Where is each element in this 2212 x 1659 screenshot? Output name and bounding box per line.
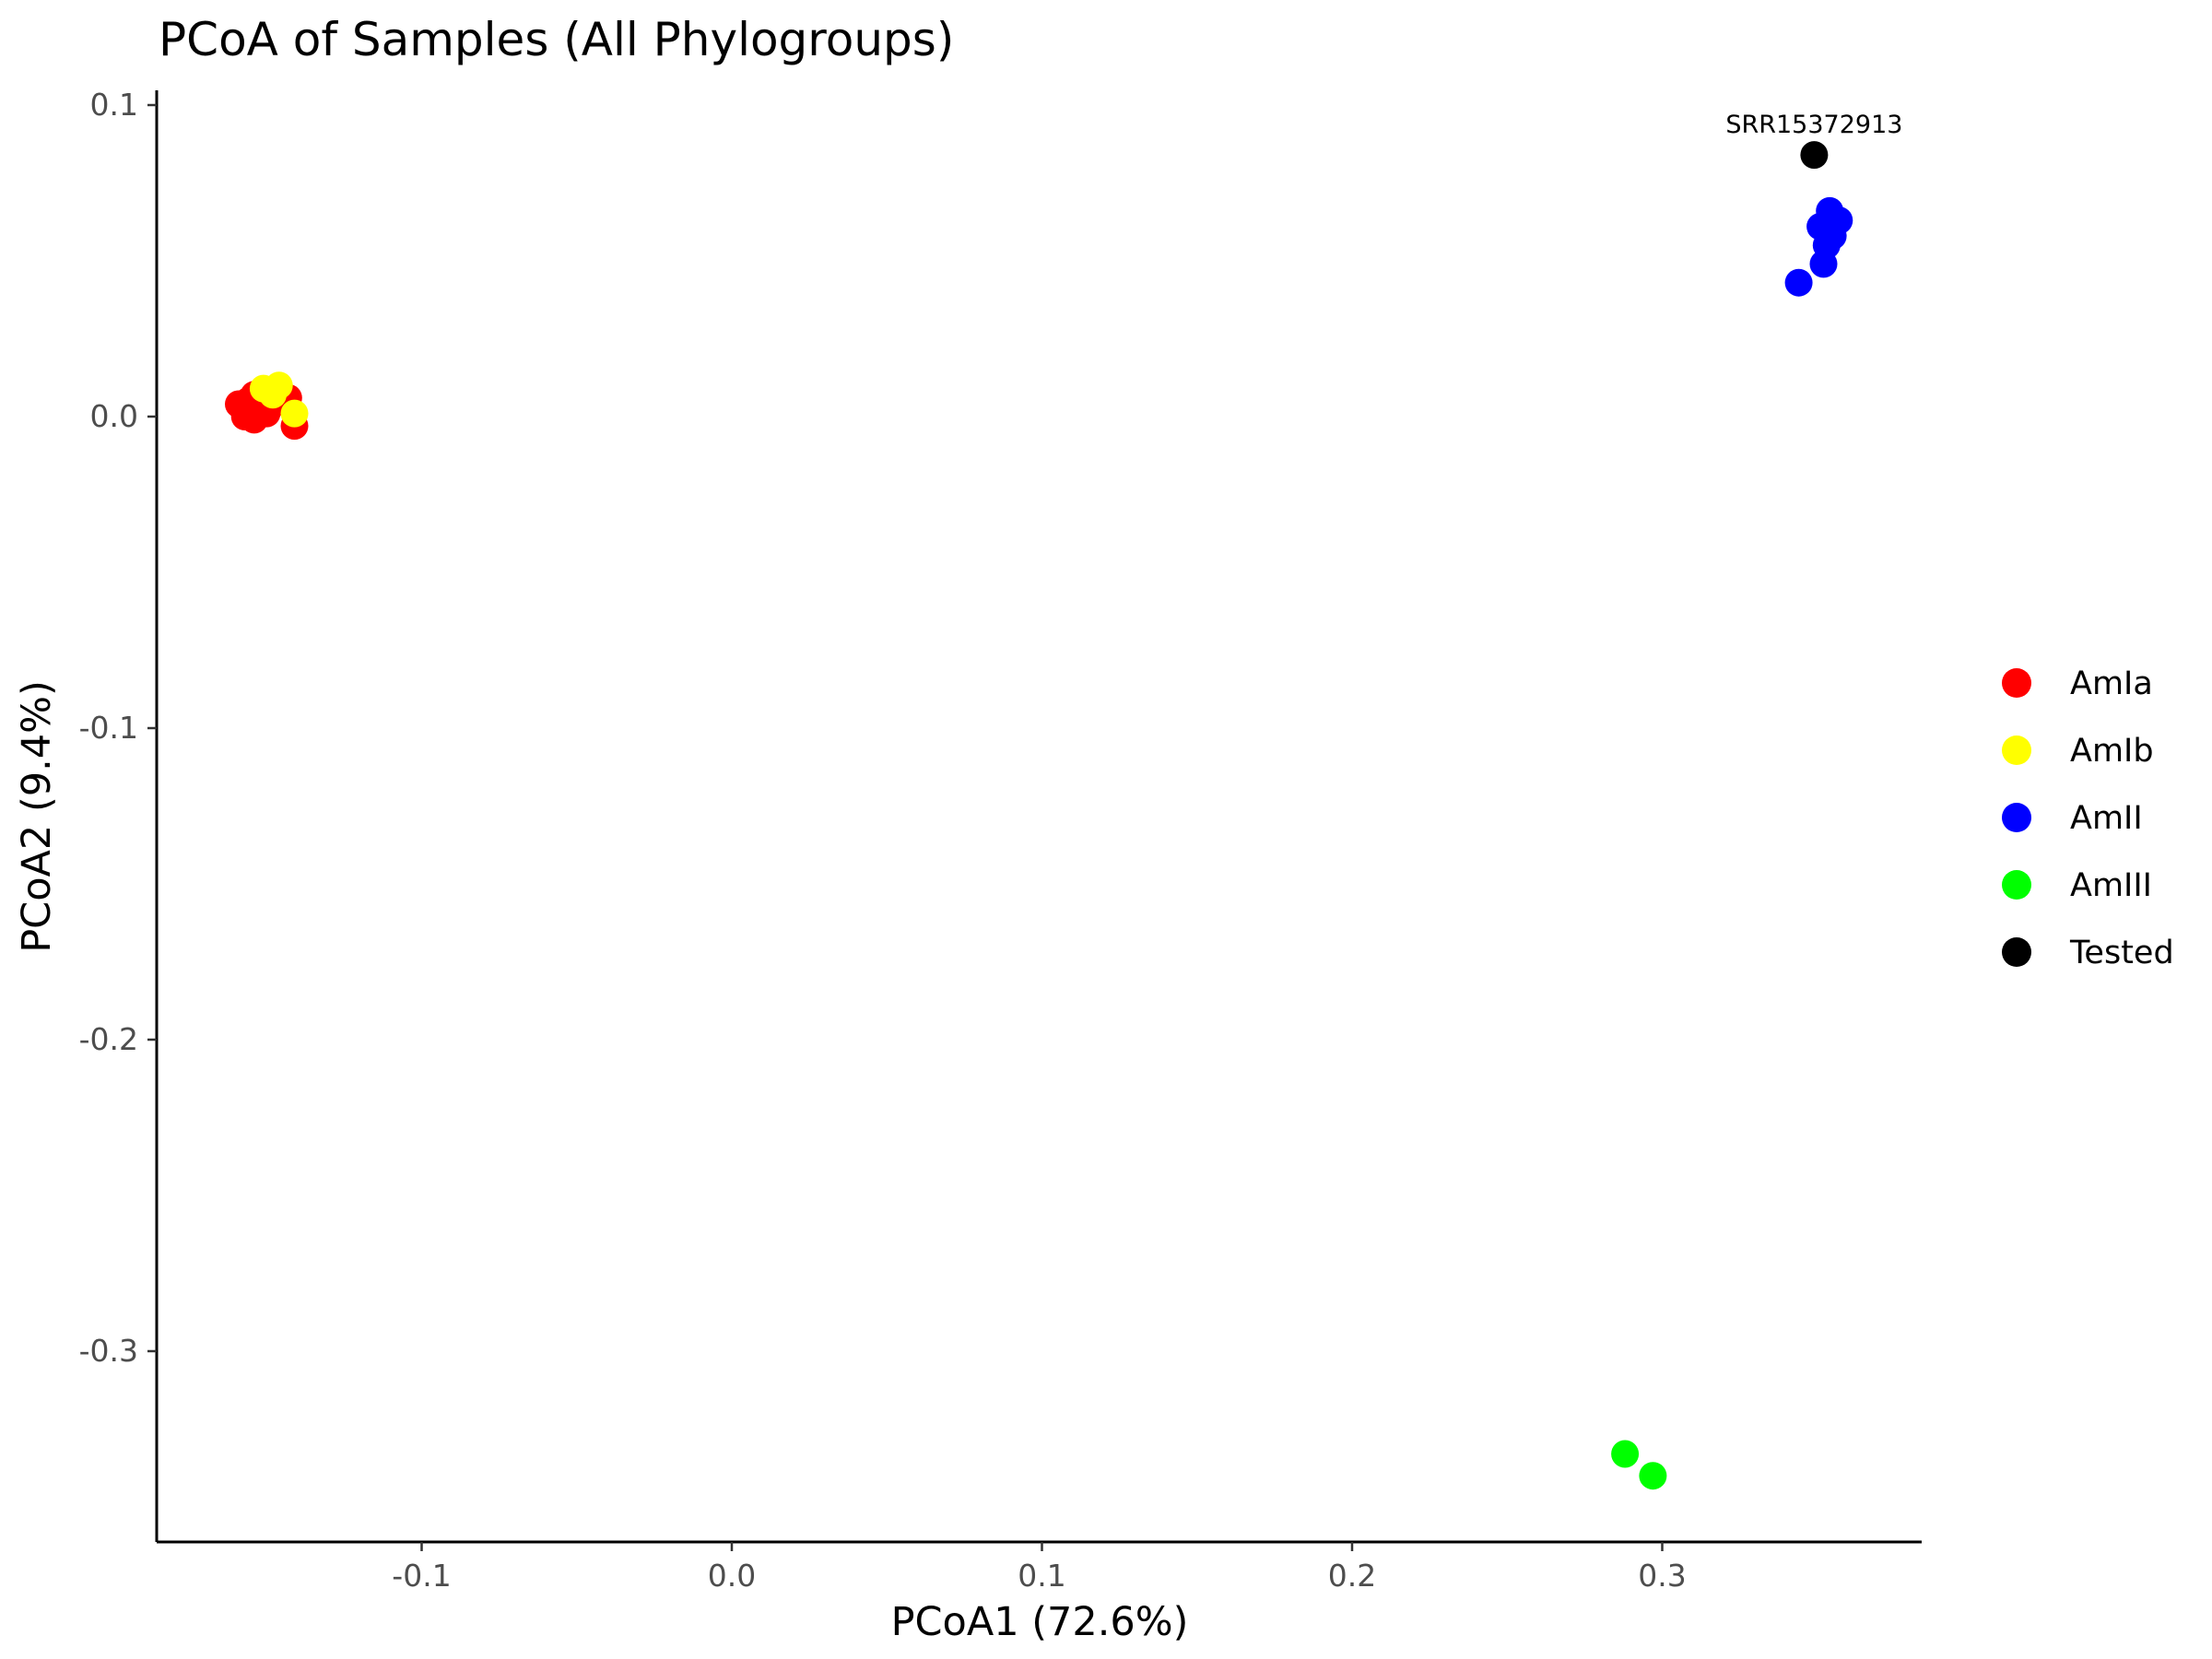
series-amii (1784, 196, 1853, 297)
legend-label-tested: Tested (2069, 935, 2174, 971)
legend-item-amia: AmIa (2002, 665, 2153, 702)
series-tested (1800, 141, 1829, 170)
legend-item-amii: AmII (2002, 800, 2143, 837)
y-tick-label-1: 0.0 (90, 398, 138, 434)
point-amiii-1 (1639, 1462, 1667, 1490)
x-tick-label-2: 0.1 (1018, 1558, 1065, 1594)
y-axis-title: PCoA2 (9.4%) (14, 680, 60, 953)
legend-item-tested: Tested (2002, 935, 2174, 971)
legend-swatch-tested (2002, 937, 2031, 967)
y-axis-ticks: 0.1 0.0 -0.1 -0.2 -0.3 (79, 87, 157, 1369)
x-tick-label-4: 0.3 (1638, 1558, 1686, 1594)
legend-item-amiii: AmIII (2002, 867, 2152, 904)
x-tick-label-1: 0.0 (708, 1558, 756, 1594)
point-amib-3 (280, 399, 309, 428)
annotation-label-0: SRR15372913 (1725, 111, 1902, 139)
point-amiii-0 (1611, 1440, 1640, 1468)
y-tick-label-4: -0.3 (79, 1333, 138, 1369)
point-amib-2 (259, 381, 287, 409)
point-amii-6 (1784, 268, 1813, 297)
legend-item-amib: AmIb (2002, 733, 2154, 770)
legend-label-amib: AmIb (2070, 733, 2154, 770)
point-tested-0 (1800, 141, 1829, 170)
legend: AmIa AmIb AmII AmIII Tested (2002, 665, 2174, 971)
annotations-layer: SRR15372913 (1725, 111, 1902, 139)
points-layer (225, 141, 1853, 1490)
legend-swatch-amii (2002, 803, 2031, 832)
point-amii-5 (1809, 250, 1838, 278)
legend-label-amiii: AmIII (2070, 867, 2152, 904)
y-tick-label-3: -0.2 (79, 1021, 138, 1057)
chart-title: PCoA of Samples (All Phylogroups) (159, 13, 954, 66)
series-amib (249, 371, 309, 428)
legend-swatch-amiii (2002, 870, 2031, 900)
y-tick-label-0: 0.1 (90, 87, 138, 123)
legend-label-amia: AmIa (2070, 665, 2153, 702)
x-axis-ticks: -0.1 0.0 0.1 0.2 0.3 (392, 1542, 1687, 1594)
legend-swatch-amib (2002, 735, 2031, 765)
x-tick-label-0: -0.1 (392, 1558, 451, 1594)
legend-swatch-amia (2002, 668, 2031, 698)
x-axis-title: PCoA1 (72.6%) (891, 1599, 1189, 1645)
series-amiii (1611, 1440, 1667, 1490)
x-tick-label-3: 0.2 (1328, 1558, 1376, 1594)
legend-label-amii: AmII (2070, 800, 2143, 837)
y-tick-label-2: -0.1 (79, 710, 138, 746)
